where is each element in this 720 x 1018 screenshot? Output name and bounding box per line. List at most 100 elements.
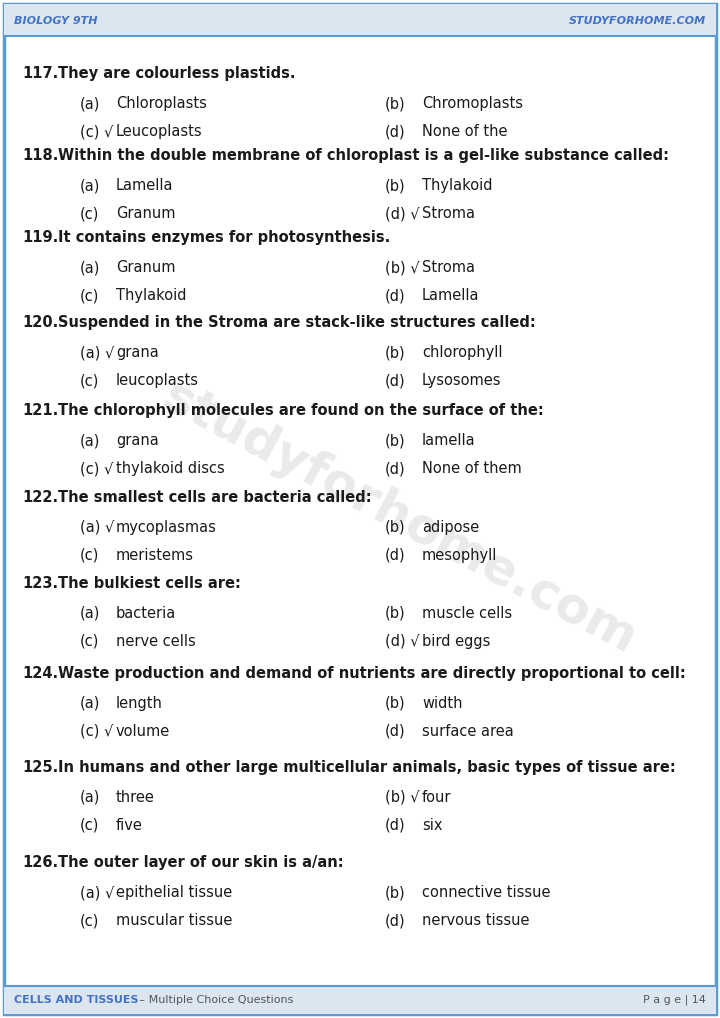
Text: The outer layer of our skin is a/an:: The outer layer of our skin is a/an: bbox=[58, 855, 343, 870]
Text: (d) √: (d) √ bbox=[385, 634, 420, 649]
Text: (d): (d) bbox=[385, 288, 405, 303]
Text: Stroma: Stroma bbox=[422, 206, 475, 221]
Bar bbox=[4, 4, 716, 36]
Text: Chloroplasts: Chloroplasts bbox=[116, 96, 207, 111]
Text: (c) √: (c) √ bbox=[80, 724, 113, 739]
Text: (d): (d) bbox=[385, 124, 405, 139]
Text: Stroma: Stroma bbox=[422, 260, 475, 275]
Text: Lamella: Lamella bbox=[116, 178, 174, 193]
Text: muscular tissue: muscular tissue bbox=[116, 913, 233, 928]
Text: (c): (c) bbox=[80, 913, 99, 928]
Text: (b): (b) bbox=[385, 606, 405, 621]
Text: Chromoplasts: Chromoplasts bbox=[422, 96, 523, 111]
Text: 120.: 120. bbox=[22, 315, 58, 330]
Text: surface area: surface area bbox=[422, 724, 514, 739]
Text: (a): (a) bbox=[80, 606, 100, 621]
Text: (a): (a) bbox=[80, 433, 100, 448]
Text: None of the: None of the bbox=[422, 124, 508, 139]
Text: Waste production and demand of nutrients are directly proportional to cell:: Waste production and demand of nutrients… bbox=[58, 666, 685, 681]
Text: Lamella: Lamella bbox=[422, 288, 480, 303]
Text: It contains enzymes for photosynthesis.: It contains enzymes for photosynthesis. bbox=[58, 230, 390, 245]
Text: (d): (d) bbox=[385, 724, 405, 739]
Text: Lysosomes: Lysosomes bbox=[422, 373, 502, 388]
Text: five: five bbox=[116, 818, 143, 833]
Text: (b): (b) bbox=[385, 433, 405, 448]
Text: The chlorophyll molecules are found on the surface of the:: The chlorophyll molecules are found on t… bbox=[58, 403, 544, 418]
Text: Granum: Granum bbox=[116, 206, 176, 221]
Text: Within the double membrane of chloroplast is a gel-like substance called:: Within the double membrane of chloroplas… bbox=[58, 148, 669, 163]
Text: width: width bbox=[422, 696, 462, 711]
Text: muscle cells: muscle cells bbox=[422, 606, 512, 621]
Text: four: four bbox=[422, 790, 451, 805]
Text: (a): (a) bbox=[80, 790, 100, 805]
Text: bacteria: bacteria bbox=[116, 606, 176, 621]
Text: 121.: 121. bbox=[22, 403, 58, 418]
Text: nerve cells: nerve cells bbox=[116, 634, 196, 649]
Text: (a): (a) bbox=[80, 178, 100, 193]
Text: Granum: Granum bbox=[116, 260, 176, 275]
Text: 124.: 124. bbox=[22, 666, 58, 681]
Text: (b) √: (b) √ bbox=[385, 790, 420, 805]
Text: 125.: 125. bbox=[22, 760, 58, 775]
Text: (c): (c) bbox=[80, 288, 99, 303]
Text: meristems: meristems bbox=[116, 548, 194, 563]
Text: (b): (b) bbox=[385, 178, 405, 193]
Text: epithelial tissue: epithelial tissue bbox=[116, 885, 233, 900]
Text: (b): (b) bbox=[385, 885, 405, 900]
Text: (b) √: (b) √ bbox=[385, 260, 420, 275]
Text: CELLS AND TISSUES: CELLS AND TISSUES bbox=[14, 995, 138, 1005]
Text: (c): (c) bbox=[80, 206, 99, 221]
Text: six: six bbox=[422, 818, 443, 833]
Text: bird eggs: bird eggs bbox=[422, 634, 490, 649]
Text: The bulkiest cells are:: The bulkiest cells are: bbox=[58, 576, 241, 591]
Text: (d): (d) bbox=[385, 373, 405, 388]
Text: (d): (d) bbox=[385, 913, 405, 928]
Text: 126.: 126. bbox=[22, 855, 58, 870]
Text: (b): (b) bbox=[385, 520, 405, 535]
Text: connective tissue: connective tissue bbox=[422, 885, 551, 900]
Text: length: length bbox=[116, 696, 163, 711]
Text: 122.: 122. bbox=[22, 490, 58, 505]
Text: (b): (b) bbox=[385, 345, 405, 360]
Text: (a): (a) bbox=[80, 260, 100, 275]
Text: (c): (c) bbox=[80, 548, 99, 563]
Text: BIOLOGY 9TH: BIOLOGY 9TH bbox=[14, 16, 97, 26]
Bar bbox=[4, 986, 716, 1014]
Text: (d): (d) bbox=[385, 548, 405, 563]
Text: nervous tissue: nervous tissue bbox=[422, 913, 529, 928]
Text: studyforhome.com: studyforhome.com bbox=[155, 373, 645, 664]
Text: (a) √: (a) √ bbox=[80, 520, 114, 535]
Text: (a) √: (a) √ bbox=[80, 345, 114, 360]
Text: three: three bbox=[116, 790, 155, 805]
Text: grana: grana bbox=[116, 345, 158, 360]
Text: (d): (d) bbox=[385, 461, 405, 476]
Text: (a): (a) bbox=[80, 96, 100, 111]
Text: The smallest cells are bacteria called:: The smallest cells are bacteria called: bbox=[58, 490, 372, 505]
Text: lamella: lamella bbox=[422, 433, 476, 448]
Text: thylakoid discs: thylakoid discs bbox=[116, 461, 225, 476]
Text: (c): (c) bbox=[80, 818, 99, 833]
Text: (c): (c) bbox=[80, 634, 99, 649]
Text: Thylakoid: Thylakoid bbox=[116, 288, 186, 303]
Text: adipose: adipose bbox=[422, 520, 480, 535]
Text: (a) √: (a) √ bbox=[80, 885, 114, 900]
Text: Leucoplasts: Leucoplasts bbox=[116, 124, 202, 139]
Text: Suspended in the Stroma are stack-like structures called:: Suspended in the Stroma are stack-like s… bbox=[58, 315, 536, 330]
Text: 117.: 117. bbox=[22, 66, 58, 81]
Text: STUDYFORHOME.COM: STUDYFORHOME.COM bbox=[569, 16, 706, 26]
Text: 119.: 119. bbox=[22, 230, 58, 245]
Text: P a g e | 14: P a g e | 14 bbox=[643, 995, 706, 1005]
Text: (c) √: (c) √ bbox=[80, 461, 113, 476]
Text: (c) √: (c) √ bbox=[80, 124, 113, 139]
Text: chlorophyll: chlorophyll bbox=[422, 345, 503, 360]
Text: grana: grana bbox=[116, 433, 158, 448]
Text: 123.: 123. bbox=[22, 576, 58, 591]
Text: In humans and other large multicellular animals, basic types of tissue are:: In humans and other large multicellular … bbox=[58, 760, 676, 775]
Text: (a): (a) bbox=[80, 696, 100, 711]
Text: mesophyll: mesophyll bbox=[422, 548, 498, 563]
Text: Thylakoid: Thylakoid bbox=[422, 178, 492, 193]
Text: None of them: None of them bbox=[422, 461, 522, 476]
Text: leucoplasts: leucoplasts bbox=[116, 373, 199, 388]
Text: – Multiple Choice Questions: – Multiple Choice Questions bbox=[136, 995, 293, 1005]
Text: mycoplasmas: mycoplasmas bbox=[116, 520, 217, 535]
